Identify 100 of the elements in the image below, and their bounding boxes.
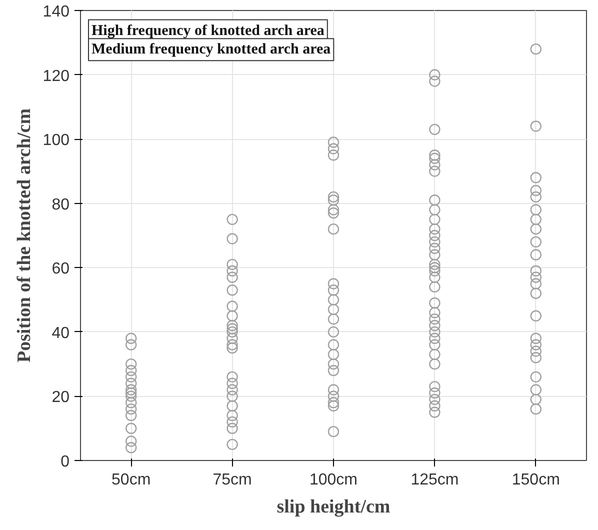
point (530, 272, 542, 283)
point (328, 400, 340, 412)
point (328, 204, 340, 216)
point (429, 194, 440, 206)
point (328, 339, 340, 350)
y-tick-label: 140 (42, 4, 70, 20)
point (429, 380, 440, 392)
point (126, 397, 137, 408)
y-axis-title: Position of the knotted arch/cm (14, 108, 35, 363)
point (226, 323, 238, 334)
point (226, 214, 238, 226)
point (429, 320, 440, 332)
point (328, 364, 340, 376)
point (226, 410, 238, 422)
point (530, 191, 542, 203)
point (226, 342, 238, 354)
point (226, 378, 238, 389)
point (126, 442, 137, 454)
annotation: High frequency of knotted arch area (92, 22, 325, 39)
point (226, 339, 238, 350)
point (226, 272, 238, 283)
point (429, 166, 440, 177)
point (429, 152, 440, 164)
point (126, 378, 137, 389)
point (530, 43, 542, 55)
y-tick-label: 40 (52, 324, 70, 342)
point (530, 288, 542, 299)
point (126, 332, 137, 344)
y-tick-label: 100 (42, 132, 70, 150)
point (126, 390, 137, 402)
point (328, 223, 340, 235)
point (530, 352, 542, 364)
point (226, 400, 238, 412)
point (126, 339, 137, 350)
point (429, 214, 440, 226)
point (226, 384, 238, 396)
point (328, 194, 340, 206)
point (226, 233, 238, 244)
x-tick-label: 50cm (112, 472, 151, 488)
point (429, 159, 440, 170)
point (226, 310, 238, 322)
point (530, 120, 542, 132)
point (429, 281, 440, 293)
point (530, 332, 542, 344)
point (126, 384, 137, 396)
point (328, 143, 340, 154)
point (226, 438, 238, 450)
point (126, 364, 137, 376)
point (429, 297, 440, 309)
point (126, 358, 137, 370)
point (530, 265, 542, 276)
point (328, 326, 340, 338)
point (226, 326, 238, 338)
point (328, 426, 340, 438)
point (530, 278, 542, 290)
point (328, 384, 340, 396)
point (429, 124, 440, 136)
point (226, 390, 238, 402)
point (429, 326, 440, 338)
point (226, 371, 238, 383)
point (226, 422, 238, 434)
y-tick-label: 80 (52, 196, 70, 214)
point (226, 284, 238, 296)
point (429, 242, 440, 254)
point (429, 69, 440, 80)
point (429, 258, 440, 270)
point (530, 346, 542, 357)
point (429, 236, 440, 248)
point (328, 358, 340, 370)
point (530, 384, 542, 396)
x-axis-title: slip height/cm (276, 496, 390, 518)
point (429, 307, 440, 318)
point (328, 207, 340, 219)
y-tick-label: 120 (42, 68, 70, 85)
point (126, 436, 137, 447)
point (126, 371, 137, 383)
point (328, 136, 340, 148)
point (328, 191, 340, 203)
x-tick-label: 75cm (212, 472, 252, 488)
point (328, 390, 340, 402)
point (226, 265, 238, 276)
x-tick-label: 150cm (512, 472, 560, 488)
y-tick-label: 60 (52, 260, 70, 278)
point (429, 332, 440, 344)
point (530, 310, 542, 322)
point (328, 397, 340, 408)
point (429, 313, 440, 325)
point (429, 348, 440, 360)
point (328, 150, 340, 161)
point (530, 172, 542, 184)
point (328, 284, 340, 296)
point (429, 76, 440, 87)
point (328, 278, 340, 290)
point (530, 394, 542, 406)
y-tick-label: 20 (52, 389, 70, 406)
point (429, 204, 440, 216)
point (126, 422, 137, 434)
point (328, 348, 340, 360)
point (126, 410, 137, 422)
point (530, 339, 542, 350)
